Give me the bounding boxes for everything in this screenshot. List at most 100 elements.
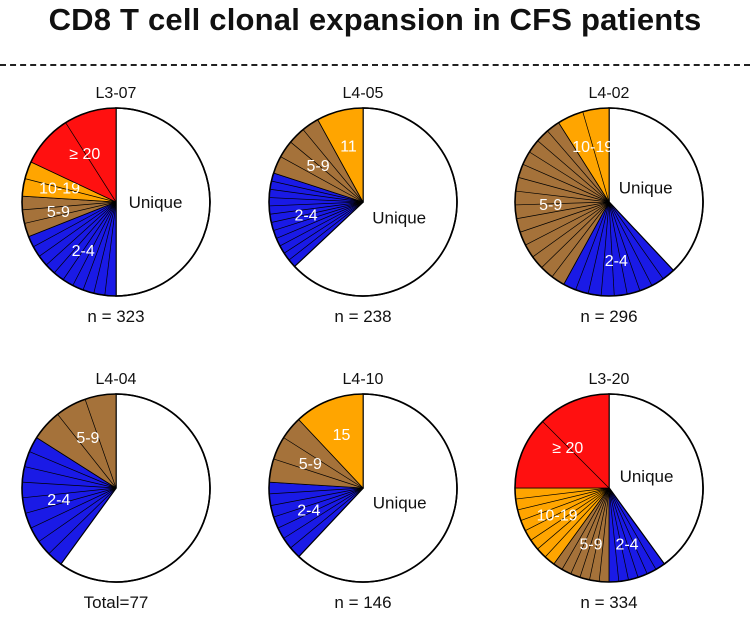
slice-label: 5-9	[47, 204, 70, 221]
pie-outline	[21, 393, 211, 583]
slice-label: 2-4	[297, 503, 320, 520]
slice-divider	[273, 201, 364, 231]
slice-label: ≥ 20	[552, 440, 583, 457]
slice-label: 11	[340, 139, 357, 156]
slice-divider	[608, 201, 641, 291]
slice-label: Unique	[373, 494, 427, 513]
slice-divider	[62, 201, 117, 280]
sample-size-label: n = 146	[334, 593, 391, 612]
slice-divider	[598, 487, 610, 582]
slice-divider	[587, 201, 610, 294]
page-title: CD8 T cell clonal expansion in CFS patie…	[48, 2, 702, 37]
slice-divider	[290, 487, 364, 549]
slice-divider	[270, 487, 364, 506]
pie-outline	[514, 107, 704, 297]
slice-label: 5-9	[299, 456, 322, 473]
slice-divider	[271, 180, 364, 203]
slice-divider	[269, 487, 364, 495]
slice-divider	[290, 141, 364, 203]
pie-chart-l4-02: Unique 2-4 5-9 10-19 L4-02 n = 296	[514, 85, 704, 326]
slice-divider	[302, 129, 364, 203]
slice-divider	[516, 201, 610, 220]
pie-outline	[268, 107, 458, 297]
slice-divider	[608, 201, 653, 286]
slice-divider	[283, 201, 364, 254]
slice-divider	[38, 487, 117, 542]
slice-divider	[515, 190, 610, 203]
slice-label: 2-4	[295, 208, 318, 225]
slice-divider	[608, 487, 620, 582]
pie-chart-l4-05: Unique 2-4 5-9 11 L4-05 n = 238	[268, 85, 458, 326]
slice-divider	[575, 201, 610, 290]
sample-size-label: n = 238	[334, 307, 391, 326]
sample-size-label: Total=77	[84, 593, 149, 612]
slice-divider	[544, 487, 610, 558]
slice-label: Unique	[129, 193, 183, 212]
slice-label: 2-4	[615, 536, 638, 553]
slice-divider	[525, 201, 610, 246]
slice-divider	[542, 421, 610, 489]
slice-divider	[54, 201, 117, 274]
slice-divider	[22, 481, 117, 489]
slice-divider	[600, 201, 610, 296]
slice-label: 5-9	[579, 536, 602, 553]
pie-outline	[268, 393, 458, 583]
pie-outline	[514, 393, 704, 583]
slice-divider	[65, 122, 117, 203]
slice-label: 5-9	[76, 430, 99, 447]
slice-divider	[530, 487, 610, 541]
slice-label: 5-9	[539, 197, 562, 214]
slice-divider	[29, 451, 117, 489]
slice-label: 2-4	[72, 243, 95, 260]
sample-size-label: n = 323	[87, 307, 144, 326]
slice-divider	[283, 487, 364, 539]
sample-size-label: n = 334	[580, 593, 637, 612]
slice-divider	[579, 487, 610, 578]
slice-divider	[608, 201, 615, 296]
slice-divider	[517, 487, 610, 511]
slice-divider	[24, 201, 117, 224]
slice-label: 2-4	[47, 492, 70, 509]
slice-divider	[39, 201, 117, 257]
slice-divider	[57, 414, 117, 489]
slice-divider	[547, 130, 610, 203]
slice-divider	[537, 487, 610, 550]
pie-outline	[21, 107, 211, 297]
slice-label: 15	[333, 427, 351, 444]
slice-label: 5-9	[307, 158, 330, 175]
slice-divider	[589, 487, 610, 581]
slice-divider	[525, 487, 610, 531]
chart-title: L4-10	[343, 371, 384, 388]
chart-title: L4-04	[96, 371, 137, 388]
slice-divider	[608, 487, 657, 570]
slice-label: 10-19	[39, 181, 80, 198]
slice-divider	[33, 201, 117, 248]
slice-label: Unique	[372, 209, 426, 228]
slice-label: Unique	[619, 179, 673, 198]
slice-divider	[582, 111, 610, 203]
slice-divider	[84, 399, 117, 489]
slice-divider	[277, 487, 364, 529]
slice-divider	[532, 201, 610, 258]
pie-chart-l4-10: Unique 2-4 5-9 15 L4-10 n = 146	[268, 371, 458, 612]
chart-title: L3-07	[96, 85, 137, 102]
slice-divider	[608, 487, 629, 581]
slice-divider	[515, 201, 610, 206]
sample-size-label: n = 296	[580, 307, 637, 326]
slice-label: 10-19	[537, 508, 578, 525]
slice-divider	[269, 201, 364, 207]
slice-divider	[608, 201, 664, 280]
slice-divider	[82, 201, 117, 291]
slice-divider	[22, 201, 117, 211]
slice-divider	[529, 151, 610, 203]
slice-divider	[279, 201, 364, 247]
slice-divider	[551, 201, 610, 278]
slice-divider	[276, 201, 364, 239]
slice-divider	[271, 201, 364, 223]
slice-label: 2-4	[605, 253, 628, 270]
slice-divider	[46, 201, 117, 266]
pie-chart-l3-20: Unique 2-4 5-910-19 ≥ 20 L3-20 n = 334	[514, 371, 704, 612]
slice-divider	[570, 487, 610, 575]
slice-divider	[22, 487, 117, 499]
slice-divider	[288, 201, 364, 261]
